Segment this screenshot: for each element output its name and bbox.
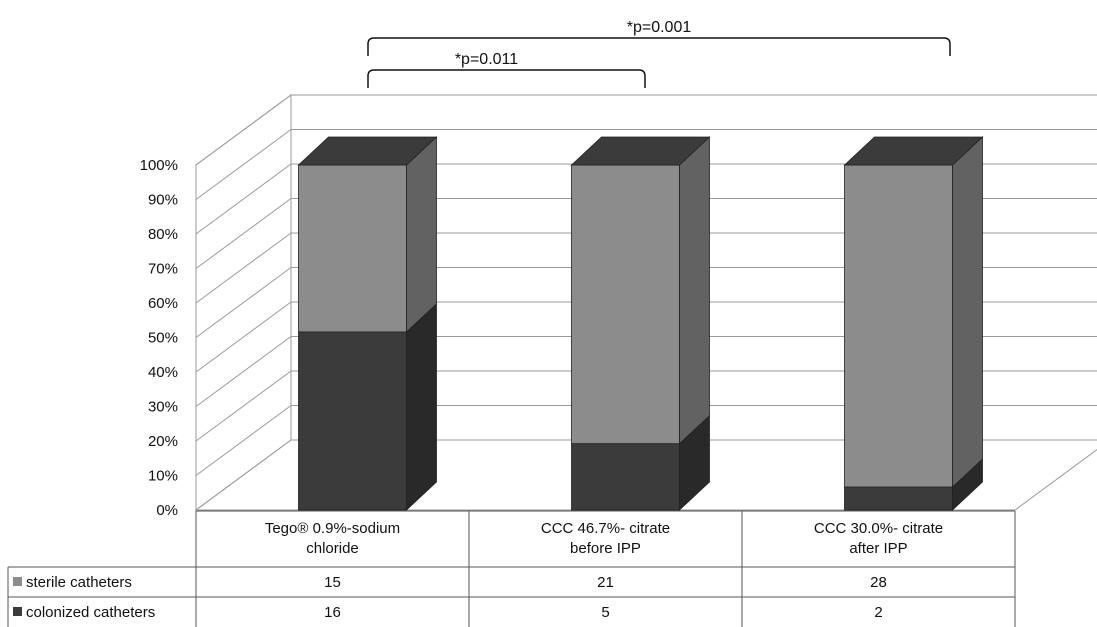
bar-sterile-catheters-front <box>298 164 407 333</box>
y-tick-label: 10% <box>148 468 178 485</box>
bar-sterile-catheters-front <box>571 164 680 445</box>
bar-colonized-catheters-front <box>571 443 680 511</box>
bar-sterile-catheters-front <box>844 164 953 488</box>
bar-side <box>406 136 437 333</box>
category-label: chloride <box>306 540 359 557</box>
gridline-side <box>195 370 292 442</box>
bar-top <box>843 136 984 166</box>
bar-side <box>406 303 437 511</box>
bars <box>297 136 984 511</box>
bar-side <box>679 136 710 445</box>
bracket <box>367 37 951 56</box>
p-value-label: *p=0.001 <box>627 19 692 36</box>
category-label: before IPP <box>570 540 641 557</box>
category-label: after IPP <box>849 540 907 557</box>
legend-key <box>13 607 22 616</box>
y-axis-ticks: 0% 10% 20% 30% 40% 50% 60% 70% 80% 90% 100% <box>140 157 178 519</box>
data-value: 16 <box>324 604 341 621</box>
gridline-side <box>195 198 292 269</box>
gridline-side <box>195 163 292 235</box>
y-tick-label: 70% <box>148 261 178 278</box>
category-label: CCC 30.0%- citrate <box>814 520 943 537</box>
y-tick-label: 80% <box>148 226 178 243</box>
gridline-side <box>195 94 292 166</box>
bar-side <box>952 136 983 488</box>
legend-key <box>13 577 22 586</box>
y-tick-label: 40% <box>148 364 178 381</box>
bracket <box>367 69 646 88</box>
y-tick-label: 30% <box>148 399 178 416</box>
data-table: Tego® 0.9%-sodium chloride CCC 46.7%- citr… <box>7 510 1016 627</box>
data-value: 5 <box>601 604 609 621</box>
y-tick-label: 60% <box>148 295 178 312</box>
gridline-side <box>195 232 292 304</box>
significance-annotations: *p=0.011 *p=0.001 <box>367 19 951 88</box>
data-value: 15 <box>324 574 341 591</box>
y-tick-label: 50% <box>148 330 178 347</box>
y-tick-label: 0% <box>156 502 178 519</box>
gridline-side <box>195 405 292 476</box>
gridline-side <box>195 336 292 407</box>
gridline-side <box>195 301 292 373</box>
gridline-side <box>195 129 292 200</box>
category-label: Tego® 0.9%-sodium <box>265 520 400 537</box>
gridline-side <box>195 267 292 338</box>
data-value: 28 <box>870 574 887 591</box>
series-label: colonized catheters <box>26 604 155 621</box>
y-tick-label: 100% <box>140 157 178 174</box>
category-label: CCC 46.7%- citrate <box>541 520 670 537</box>
y-tick-label: 20% <box>148 433 178 450</box>
data-value: 2 <box>874 604 882 621</box>
bar-top <box>297 136 438 166</box>
y-tick-label: 90% <box>148 192 178 209</box>
bar-top <box>570 136 711 166</box>
p-value-label: *p=0.011 <box>455 51 518 68</box>
gridline-side <box>195 439 292 511</box>
series-label: sterile catheters <box>26 574 132 591</box>
bar-colonized-catheters-front <box>844 486 953 511</box>
bar-colonized-catheters-front <box>298 331 407 511</box>
data-value: 21 <box>597 574 614 591</box>
